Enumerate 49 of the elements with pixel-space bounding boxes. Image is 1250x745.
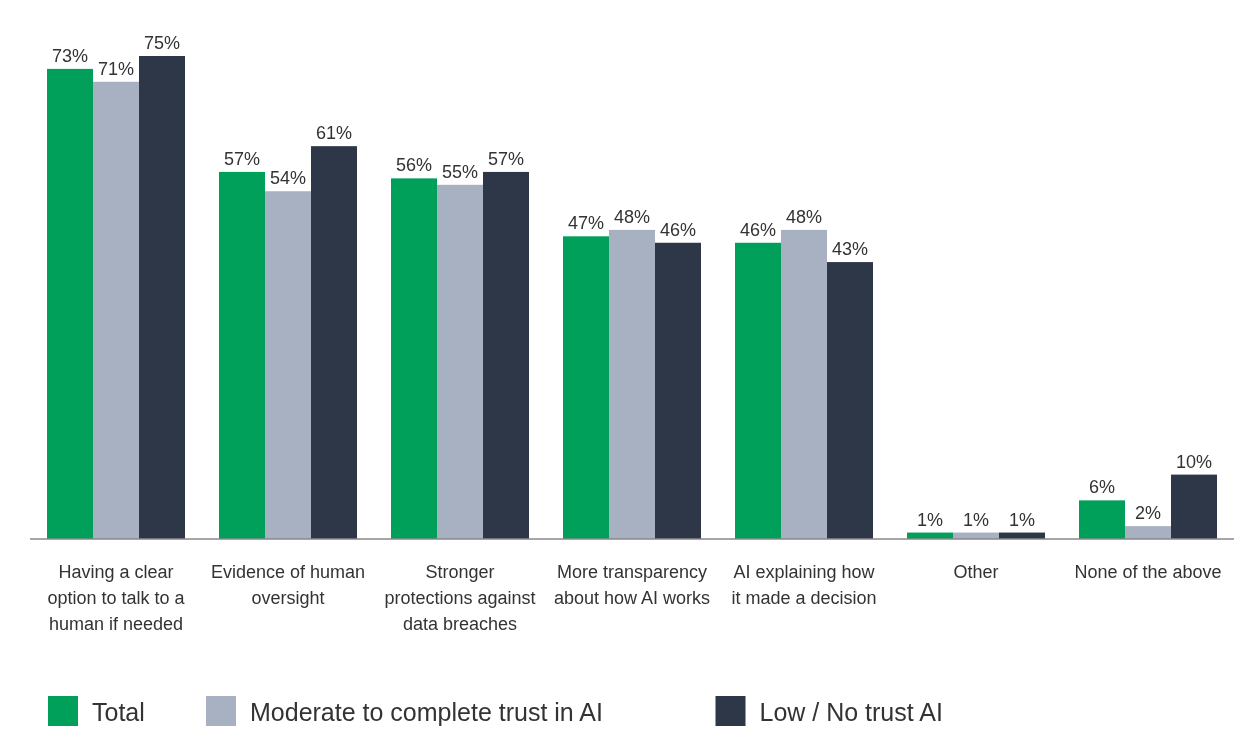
bar bbox=[827, 262, 873, 539]
data-label: 54% bbox=[269, 168, 307, 189]
data-label: 48% bbox=[785, 206, 823, 227]
data-label: 43% bbox=[831, 239, 869, 260]
x-tick-label: Having a clear option to talk to a human if needed bbox=[47, 562, 186, 634]
bar bbox=[93, 81, 139, 539]
bar bbox=[655, 242, 701, 539]
data-label: 71% bbox=[97, 58, 135, 79]
bar bbox=[1125, 526, 1171, 539]
data-label: 47% bbox=[567, 213, 605, 234]
data-label: 1% bbox=[1008, 509, 1036, 530]
legend-label: Total bbox=[92, 698, 145, 726]
bar bbox=[265, 191, 311, 539]
data-label: 46% bbox=[739, 219, 777, 240]
bar bbox=[47, 68, 93, 539]
x-tick-label: More transparency about how AI works bbox=[553, 562, 711, 608]
x-tick-label: Evidence of human oversight bbox=[210, 562, 366, 608]
bar bbox=[391, 178, 437, 539]
data-label: 2% bbox=[1134, 503, 1162, 524]
data-label: 10% bbox=[1175, 451, 1213, 472]
data-label: 6% bbox=[1088, 477, 1116, 498]
bar bbox=[437, 184, 483, 539]
bar bbox=[1079, 500, 1125, 539]
x-tick-label: AI explaining how it made a decision bbox=[731, 562, 877, 608]
bar bbox=[139, 56, 185, 539]
x-tick-label: Stronger protections against data breaches bbox=[384, 562, 536, 634]
data-label: 1% bbox=[962, 509, 990, 530]
bar bbox=[483, 171, 529, 539]
bar bbox=[563, 236, 609, 539]
bar bbox=[781, 229, 827, 539]
data-label: 56% bbox=[395, 155, 433, 176]
data-label: 55% bbox=[441, 161, 479, 182]
data-label: 61% bbox=[315, 123, 353, 144]
data-label: 73% bbox=[51, 45, 89, 66]
legend-label: Low / No trust AI bbox=[759, 698, 943, 726]
data-label: 46% bbox=[659, 219, 697, 240]
bar bbox=[609, 229, 655, 539]
data-label: 1% bbox=[916, 509, 944, 530]
data-label: 75% bbox=[143, 33, 181, 53]
data-label: 48% bbox=[613, 206, 651, 227]
data-label: 57% bbox=[223, 148, 261, 169]
x-tick-label: Other bbox=[953, 562, 999, 582]
legend-label: Moderate to complete trust in AI bbox=[250, 698, 603, 726]
x-tick-label: None of the above bbox=[1074, 562, 1222, 582]
data-label: 57% bbox=[487, 148, 525, 169]
bar bbox=[311, 146, 357, 539]
bar bbox=[735, 242, 781, 539]
bar bbox=[219, 171, 265, 539]
bar bbox=[1171, 474, 1217, 539]
